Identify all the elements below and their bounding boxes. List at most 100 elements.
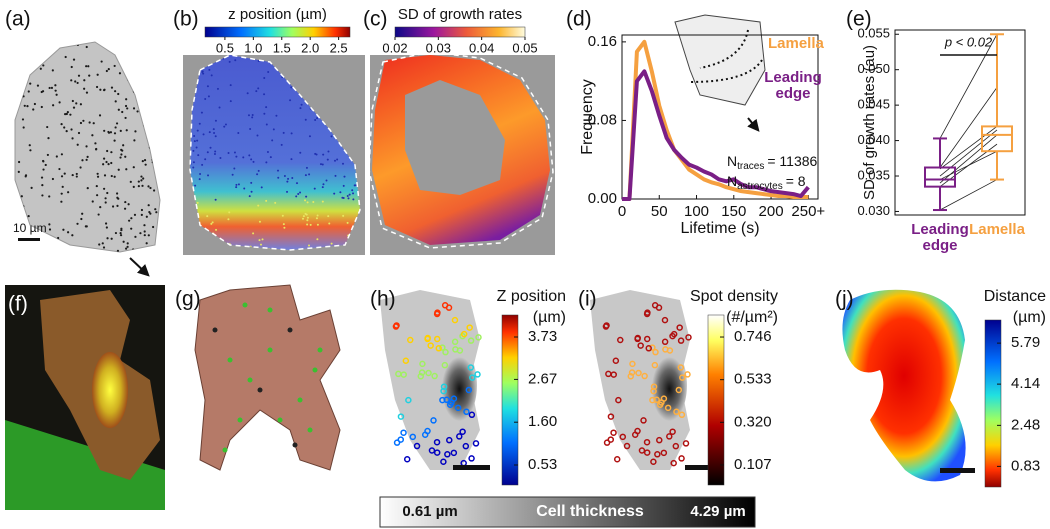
spot [192, 149, 195, 152]
spot [81, 212, 84, 215]
spot [607, 436, 615, 443]
spot [64, 112, 67, 116]
spot [88, 121, 91, 124]
spot [154, 156, 157, 159]
spot [154, 44, 157, 47]
spot [104, 197, 107, 200]
colorbar-tick-label: 0.02 [382, 40, 407, 55]
spot [316, 117, 319, 120]
spot [29, 149, 32, 152]
spot [17, 88, 20, 91]
spot [28, 144, 31, 147]
spot [62, 228, 65, 231]
spot [615, 396, 622, 404]
spot [352, 198, 355, 201]
spot [643, 438, 651, 446]
spot [107, 130, 110, 134]
colorbar-tick-label: 0.107 [734, 456, 772, 473]
spot [684, 371, 691, 378]
spot [627, 373, 635, 380]
spot [306, 201, 309, 204]
spot [19, 48, 22, 51]
spot [26, 105, 29, 108]
spot [46, 153, 49, 157]
spot [11, 235, 13, 237]
spot [29, 50, 32, 53]
spot [305, 166, 308, 169]
spot [207, 95, 210, 98]
thickness-colorbar [379, 496, 756, 528]
spot [242, 302, 248, 308]
spot [227, 152, 230, 155]
spot [100, 60, 103, 63]
spot [252, 160, 255, 163]
spot [17, 170, 20, 173]
spot [213, 132, 216, 135]
spot [274, 201, 277, 204]
spot [277, 176, 280, 179]
spot [79, 166, 82, 169]
spot [142, 177, 145, 180]
spot [36, 55, 39, 58]
spot [38, 47, 41, 50]
spot [287, 327, 293, 333]
spot [114, 100, 117, 103]
panel-label: (f) [8, 293, 28, 316]
spot [70, 128, 73, 131]
spot [48, 86, 51, 90]
spot [613, 455, 621, 463]
spot [442, 348, 449, 356]
spot [637, 342, 644, 349]
spot [143, 224, 146, 227]
spot [110, 151, 113, 154]
spot [104, 222, 108, 225]
spot [330, 135, 333, 138]
spot [204, 158, 207, 161]
spot [37, 64, 40, 67]
spot [651, 361, 659, 369]
spot [666, 433, 673, 440]
spot [79, 121, 83, 125]
spot [307, 244, 310, 247]
spot [248, 154, 251, 157]
spot [425, 369, 432, 377]
spot [265, 106, 268, 109]
colorbar-tick-label: 0.53 [528, 456, 557, 473]
spot [123, 207, 127, 210]
spot [433, 438, 441, 446]
spot [159, 83, 160, 86]
spot [104, 201, 107, 204]
spot [29, 82, 32, 85]
spot [417, 373, 425, 380]
spot [677, 337, 685, 344]
spot [71, 137, 74, 140]
colorbar-tick-label: 1.0 [244, 40, 262, 55]
spot [306, 219, 309, 222]
spot [91, 134, 94, 137]
colorbar-tick-label: 0.320 [734, 413, 772, 430]
spot [295, 195, 298, 198]
spot [237, 417, 243, 423]
colorbar-tick-label: 0.83 [1011, 457, 1040, 474]
annotation-text: = 11386 [767, 153, 817, 169]
spot [145, 215, 148, 218]
spot [118, 72, 122, 75]
spot [634, 334, 641, 342]
spot [629, 360, 636, 368]
spot [200, 111, 203, 114]
spot [467, 364, 475, 371]
spot [121, 110, 124, 114]
spot [214, 135, 217, 138]
spot [623, 442, 631, 450]
direction-arrow [129, 257, 150, 277]
spot [300, 103, 303, 106]
spot [233, 167, 236, 170]
spot [474, 371, 481, 378]
spot [211, 221, 214, 224]
spot [64, 55, 67, 59]
spot [673, 408, 680, 416]
spot [140, 179, 143, 182]
paired-line [939, 126, 998, 170]
spot [617, 336, 624, 344]
